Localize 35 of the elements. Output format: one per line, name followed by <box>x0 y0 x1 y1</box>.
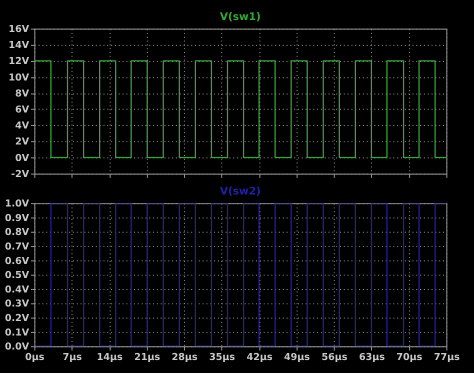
y-tick-label: 0.2V <box>4 312 30 324</box>
y-tick-label: 0.9V <box>4 212 30 224</box>
x-tick-label: 56µs <box>321 352 348 364</box>
y-tick-label: 10V <box>8 72 30 84</box>
y-tick-label: 1.0V <box>4 198 30 210</box>
x-tick-label: 28µs <box>172 352 198 364</box>
y-tick-label: 0.7V <box>4 241 30 252</box>
x-tick-label: 49µs <box>284 352 310 364</box>
x-tick-label: 7µs <box>62 352 82 364</box>
x-tick-label: 77µs <box>434 352 460 364</box>
y-tick-label: 0.1V <box>4 327 30 338</box>
x-tick-label: 14µs <box>96 352 124 364</box>
y-tick-label: 0.8V <box>4 227 30 238</box>
x-tick-label: 42µs <box>246 352 273 364</box>
x-tick-label: 35µs <box>209 352 236 364</box>
y-tick-label: -2V <box>11 168 30 180</box>
y-tick-label: 4V <box>15 120 30 132</box>
chart-title: V(sw2) <box>220 186 261 198</box>
y-tick-label: 0.6V <box>4 256 30 267</box>
x-tick-label: 21µs <box>134 352 160 364</box>
y-tick-label: 8V <box>15 88 30 100</box>
y-tick-label: 0V <box>15 152 30 164</box>
y-tick-label: 12V <box>8 56 30 68</box>
y-tick-label: 0.4V <box>4 284 30 296</box>
y-tick-label: 0.5V <box>4 270 30 282</box>
y-tick-label: 6V <box>15 104 30 116</box>
y-tick-label: 2V <box>15 136 30 148</box>
x-tick-label: 70µs <box>396 352 423 364</box>
y-tick-label: 16V <box>8 24 30 35</box>
y-tick-label: 14V <box>8 40 30 52</box>
y-tick-label: 0.0V <box>4 342 30 353</box>
chart-title: V(sw1) <box>220 11 261 24</box>
y-tick-label: 0.3V <box>4 298 30 310</box>
x-tick-label: 63µs <box>358 352 386 364</box>
x-tick-label: 0µs <box>25 352 45 364</box>
